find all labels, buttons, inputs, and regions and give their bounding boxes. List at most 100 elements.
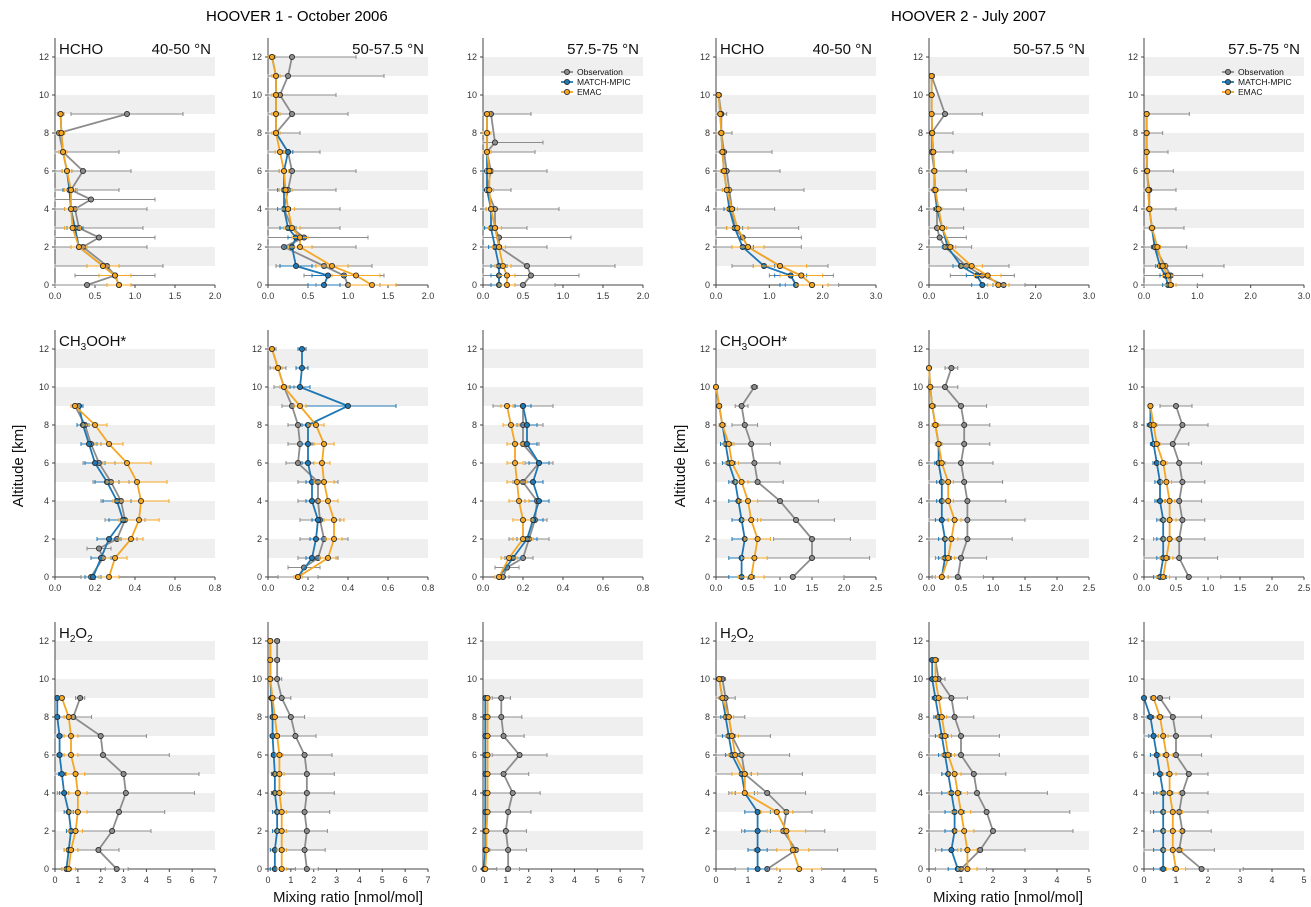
species-label: H2O2: [720, 625, 754, 645]
legend-label: Observation: [577, 67, 623, 77]
y-tick-label: 12: [700, 344, 710, 354]
y-tick-label: 4: [44, 788, 49, 798]
data-point: [491, 224, 498, 231]
data-point: [65, 866, 72, 873]
data-point: [124, 459, 131, 466]
altitude-band: [1144, 387, 1304, 406]
x-tick-label: 5: [873, 875, 878, 885]
altitude-band: [716, 95, 876, 114]
data-point: [278, 847, 285, 854]
x-tick-label: 0.5: [955, 583, 968, 593]
data-point: [751, 383, 758, 390]
y-tick-label: 0: [44, 864, 49, 874]
y-tick-label: 0: [257, 864, 262, 874]
altitude-band: [1144, 831, 1304, 850]
x-tick-label: 0.0: [710, 291, 723, 301]
data-point: [935, 440, 942, 447]
region-label: 50-57.5 °N: [352, 41, 424, 58]
data-point: [112, 555, 119, 562]
data-point: [1163, 555, 1170, 562]
data-point: [505, 847, 512, 854]
altitude-band: [929, 57, 1089, 76]
altitude-band: [1144, 133, 1304, 152]
altitude-band: [268, 425, 428, 444]
data-point: [303, 866, 310, 873]
data-point: [995, 281, 1002, 288]
data-point: [958, 733, 965, 740]
x-tick-label: 0.0: [477, 291, 490, 301]
y-tick-label: 6: [705, 166, 710, 176]
data-point: [296, 402, 303, 409]
altitude-band: [929, 247, 1089, 266]
y-tick-label: 6: [705, 458, 710, 468]
data-point: [106, 574, 113, 581]
data-point: [1166, 517, 1173, 524]
series-emac: [482, 111, 516, 288]
data-point: [312, 536, 319, 543]
altitude-band: [55, 679, 215, 698]
data-point: [1169, 440, 1176, 447]
data-point: [271, 714, 278, 721]
data-point: [1160, 459, 1167, 466]
y-tick-label: 4: [705, 204, 710, 214]
data-point: [932, 186, 939, 193]
y-axis-label: Altitude [km]: [672, 425, 689, 508]
x-tick-label: 4: [572, 875, 577, 885]
data-point: [500, 733, 507, 740]
data-point: [88, 196, 95, 203]
data-point: [60, 148, 67, 155]
data-point: [320, 281, 327, 288]
data-point: [716, 676, 723, 683]
y-tick-label: 4: [918, 496, 923, 506]
data-point: [723, 186, 730, 193]
data-point: [276, 752, 283, 759]
y-tick-label: 0: [918, 280, 923, 290]
x-tick-label: 1: [75, 875, 80, 885]
data-point: [754, 847, 761, 854]
series-emac: [926, 364, 962, 581]
y-tick-label: 8: [1133, 712, 1138, 722]
altitude-band: [929, 95, 1089, 114]
x-tick-label: 0.0: [262, 583, 275, 593]
altitude-band: [268, 349, 428, 368]
data-point: [958, 809, 965, 816]
x-tick-label: 0.0: [262, 291, 275, 301]
x-tick-label: 1.5: [1234, 583, 1247, 593]
x-tick-label: 2: [311, 875, 316, 885]
y-tick-label: 4: [257, 496, 262, 506]
legend-marker: [564, 79, 571, 86]
altitude-band: [55, 641, 215, 660]
data-point: [520, 402, 527, 409]
data-point: [928, 111, 935, 118]
data-point: [54, 714, 61, 721]
data-point: [276, 790, 283, 797]
campaign-title-1: HOOVER 1 - October 2006: [206, 8, 388, 25]
data-point: [1173, 733, 1180, 740]
x-tick-label: 0.8: [637, 583, 650, 593]
altitude-band: [483, 247, 643, 266]
y-tick-label: 12: [1128, 344, 1138, 354]
data-point: [61, 790, 68, 797]
y-tick-label: 6: [472, 750, 477, 760]
y-tick-label: 8: [257, 128, 262, 138]
x-tick-label: 0.0: [1138, 291, 1151, 301]
data-point: [74, 809, 81, 816]
y-tick-label: 12: [252, 636, 262, 646]
data-point: [951, 771, 958, 778]
altitude-band: [55, 793, 215, 812]
data-point: [1157, 714, 1164, 721]
series-emac: [715, 92, 829, 288]
data-point: [1185, 771, 1192, 778]
y-tick-label: 0: [472, 280, 477, 290]
data-point: [502, 828, 509, 835]
y-tick-label: 0: [705, 280, 710, 290]
altitude-band: [1144, 171, 1304, 190]
data-point: [721, 167, 728, 174]
y-tick-label: 0: [1133, 572, 1138, 582]
data-point: [1179, 478, 1186, 485]
data-point: [512, 440, 519, 447]
y-tick-label: 8: [44, 420, 49, 430]
y-tick-label: 12: [39, 636, 49, 646]
